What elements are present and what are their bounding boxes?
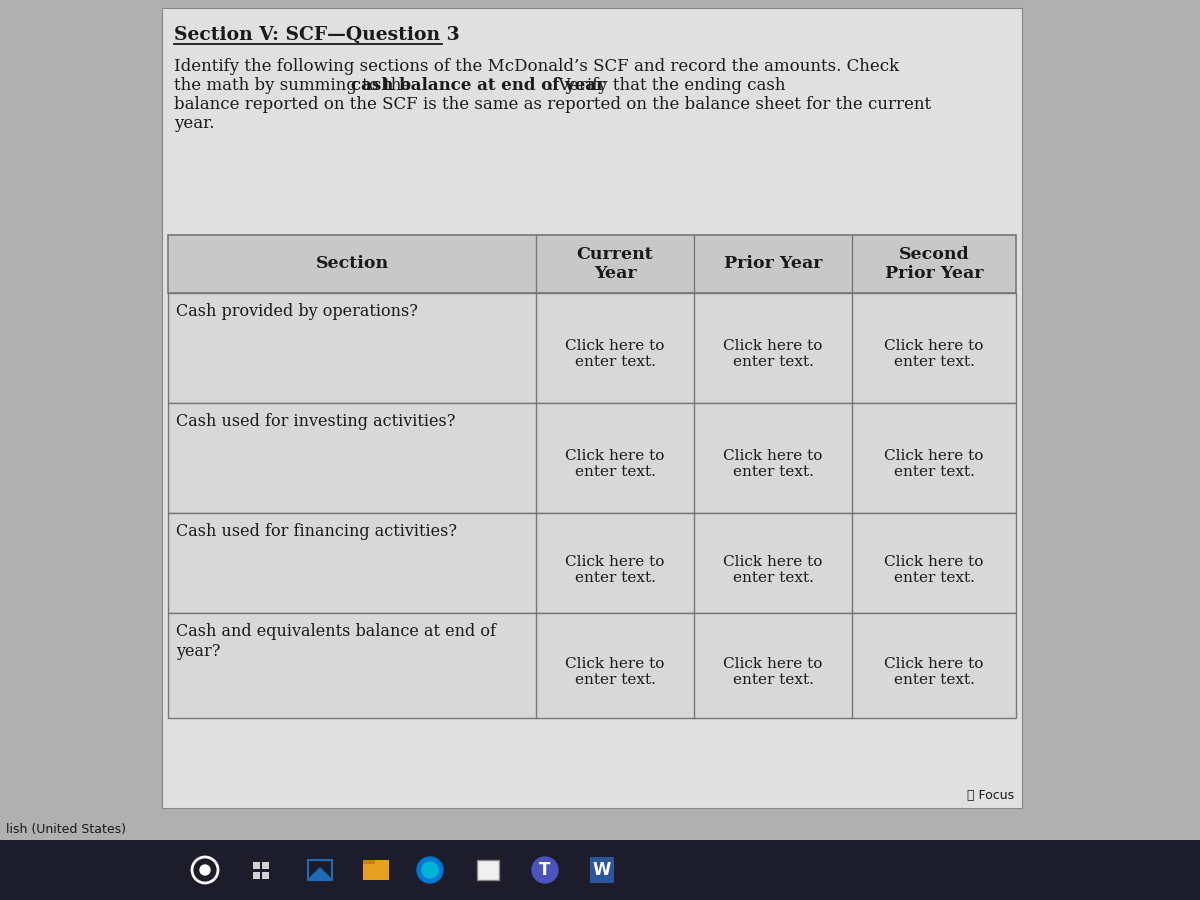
Polygon shape: [308, 868, 332, 880]
Text: Cash used for investing activities?: Cash used for investing activities?: [176, 413, 455, 430]
Bar: [364, 860, 389, 880]
Text: Click here to
enter text.: Click here to enter text.: [565, 657, 665, 688]
Text: Click here to
enter text.: Click here to enter text.: [884, 657, 984, 688]
Text: Section: Section: [316, 256, 389, 273]
Text: Click here to
enter text.: Click here to enter text.: [565, 339, 665, 369]
Text: W: W: [593, 861, 611, 879]
Text: ⬝ Focus: ⬝ Focus: [967, 789, 1014, 802]
Text: Click here to
enter text.: Click here to enter text.: [884, 555, 984, 585]
Circle shape: [422, 862, 438, 878]
Bar: [168, 235, 1016, 293]
Bar: [168, 513, 1016, 613]
Text: Cash used for financing activities?: Cash used for financing activities?: [176, 523, 457, 540]
Text: Cash and equivalents balance at end of
year?: Cash and equivalents balance at end of y…: [176, 623, 496, 660]
Bar: [162, 8, 1022, 808]
Circle shape: [418, 857, 443, 883]
Text: Click here to
enter text.: Click here to enter text.: [884, 339, 984, 369]
Bar: [168, 613, 1016, 718]
Circle shape: [532, 857, 558, 883]
Text: Identify the following sections of the McDonald’s SCF and record the amounts. Ch: Identify the following sections of the M…: [174, 58, 899, 75]
Bar: [308, 860, 332, 880]
Bar: [262, 872, 269, 879]
Text: T: T: [539, 861, 551, 879]
Text: Click here to
enter text.: Click here to enter text.: [724, 449, 823, 480]
Text: Click here to
enter text.: Click here to enter text.: [724, 555, 823, 585]
Bar: [0, 840, 1200, 900]
Bar: [590, 857, 614, 883]
Text: lish (United States): lish (United States): [6, 823, 126, 836]
Text: Click here to
enter text.: Click here to enter text.: [724, 339, 823, 369]
Text: the math by summing to the: the math by summing to the: [174, 77, 416, 94]
Text: Click here to
enter text.: Click here to enter text.: [565, 555, 665, 585]
Bar: [262, 862, 269, 869]
Bar: [253, 872, 260, 879]
Text: Click here to
enter text.: Click here to enter text.: [724, 657, 823, 688]
Bar: [253, 862, 260, 869]
Circle shape: [200, 865, 210, 875]
Text: cash balance at end of year: cash balance at end of year: [350, 77, 605, 94]
Text: balance reported on the SCF is the same as reported on the balance sheet for the: balance reported on the SCF is the same …: [174, 96, 931, 113]
Text: Cash provided by operations?: Cash provided by operations?: [176, 303, 418, 320]
Bar: [478, 860, 499, 880]
Text: Current
Year: Current Year: [577, 246, 653, 283]
Text: year.: year.: [174, 115, 215, 132]
Bar: [168, 403, 1016, 513]
Bar: [168, 293, 1016, 403]
Text: Click here to
enter text.: Click here to enter text.: [565, 449, 665, 480]
Text: Section V: SCF—Question 3: Section V: SCF—Question 3: [174, 26, 460, 44]
Text: . Verify that the ending cash: . Verify that the ending cash: [548, 77, 786, 94]
Text: Second
Prior Year: Second Prior Year: [884, 246, 983, 283]
Bar: [364, 860, 374, 864]
Text: Prior Year: Prior Year: [724, 256, 822, 273]
Text: Click here to
enter text.: Click here to enter text.: [884, 449, 984, 480]
